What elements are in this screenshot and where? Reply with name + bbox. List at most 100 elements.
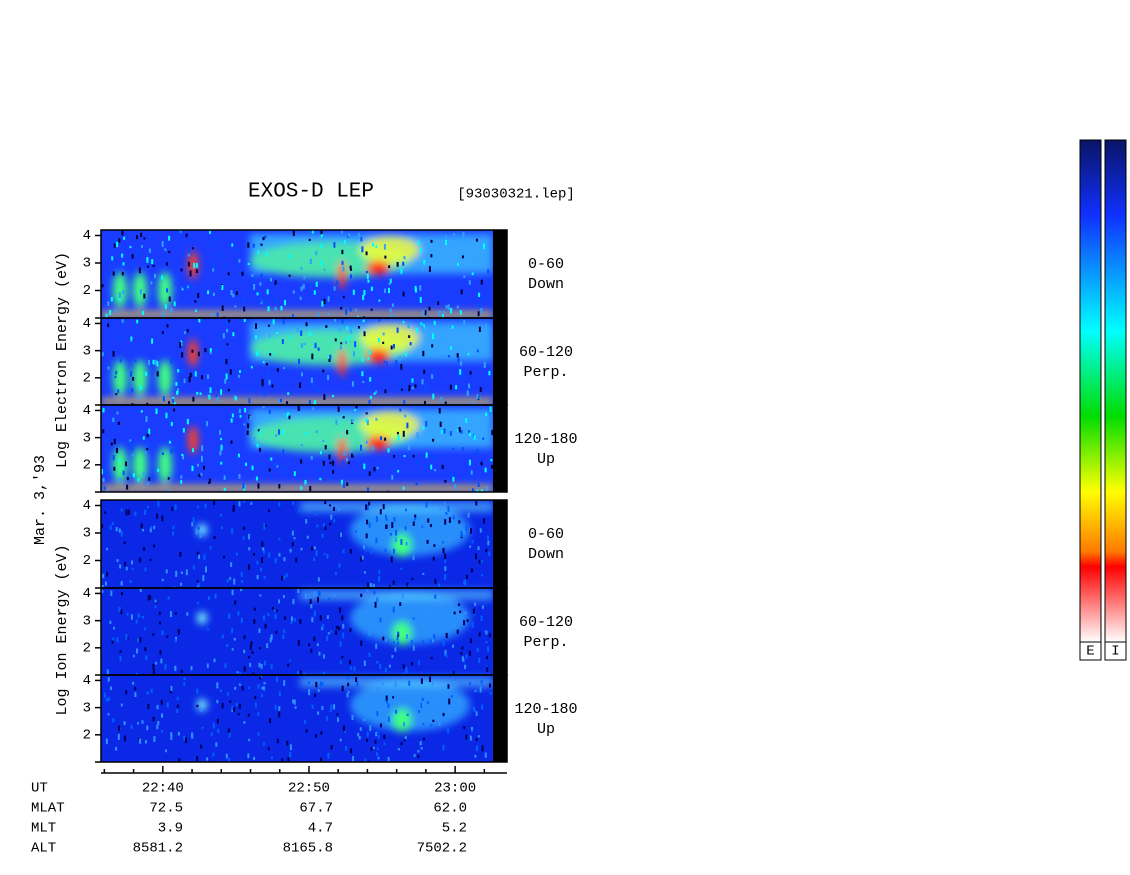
texture: [262, 547, 265, 551]
texture: [452, 671, 455, 677]
texture: [309, 258, 312, 264]
texture: [194, 300, 197, 303]
texture: [151, 259, 154, 265]
texture: [242, 536, 245, 540]
texture: [287, 756, 290, 761]
texture: [112, 417, 115, 423]
texture: [145, 655, 148, 661]
texture: [216, 699, 219, 704]
texture: [183, 682, 186, 687]
texture: [319, 757, 322, 762]
texture: [404, 414, 407, 418]
texture: [105, 571, 108, 577]
texture: [200, 708, 203, 712]
texture: [215, 393, 218, 398]
texture: [478, 302, 481, 309]
texture: [393, 454, 396, 458]
texture: [437, 583, 440, 587]
texture: [293, 471, 296, 477]
texture: [187, 285, 190, 289]
texture: [303, 342, 306, 346]
texture: [145, 416, 148, 422]
texture: [169, 611, 172, 618]
texture: [329, 709, 332, 713]
texture: [152, 716, 155, 722]
texture: [408, 335, 411, 338]
texture: [488, 633, 491, 638]
texture: [417, 755, 420, 758]
texture: [390, 556, 393, 563]
texture: [328, 312, 331, 315]
texture: [485, 323, 488, 330]
texture: [125, 461, 128, 467]
texture: [466, 619, 469, 622]
texture: [402, 261, 405, 266]
texture: [318, 651, 321, 656]
texture: [335, 630, 338, 635]
texture: [485, 412, 488, 417]
texture: [230, 418, 233, 423]
texture: [223, 464, 226, 468]
texture: [283, 367, 286, 370]
texture: [245, 462, 248, 466]
texture: [233, 707, 236, 713]
texture: [197, 612, 207, 624]
texture: [361, 246, 364, 253]
texture: [340, 306, 343, 310]
texture: [397, 469, 400, 473]
texture: [465, 734, 468, 740]
texture: [310, 648, 313, 653]
texture: [357, 326, 360, 329]
texture: [174, 639, 177, 643]
texture: [443, 428, 446, 434]
texture: [402, 291, 405, 297]
texture: [219, 430, 222, 435]
texture: [299, 296, 302, 301]
texture: [281, 339, 284, 345]
texture: [479, 387, 482, 392]
texture: [259, 676, 262, 680]
texture: [159, 650, 162, 655]
texture: [391, 463, 394, 468]
texture: [251, 465, 254, 471]
texture: [130, 560, 133, 565]
texture: [345, 457, 348, 462]
texture: [109, 525, 112, 531]
texture: [337, 406, 340, 412]
texture: [206, 663, 209, 668]
texture: [486, 535, 489, 540]
texture: [207, 374, 210, 379]
texture: [429, 523, 432, 528]
texture: [324, 500, 327, 505]
texture: [212, 752, 215, 757]
texture: [419, 285, 422, 291]
texture: [268, 552, 271, 558]
texture: [231, 706, 234, 711]
texture: [293, 537, 296, 540]
texture: [290, 616, 293, 622]
texture: [187, 253, 190, 257]
texture: [412, 555, 415, 561]
texture: [471, 402, 474, 405]
texture: [114, 375, 117, 379]
texture: [269, 637, 272, 643]
texture: [283, 629, 286, 634]
texture: [327, 632, 330, 635]
texture: [475, 238, 478, 242]
texture: [320, 230, 323, 235]
texture: [180, 571, 183, 574]
texture: [462, 373, 465, 379]
y-tick-label: 2: [83, 458, 91, 474]
texture: [111, 521, 114, 526]
texture: [224, 264, 227, 267]
texture: [168, 401, 171, 407]
texture: [222, 333, 225, 339]
texture: [425, 501, 428, 508]
texture: [270, 756, 273, 760]
texture: [385, 700, 388, 704]
texture: [323, 553, 326, 556]
texture: [101, 524, 104, 528]
texture: [231, 628, 234, 633]
texture: [388, 584, 391, 587]
texture: [120, 334, 123, 340]
